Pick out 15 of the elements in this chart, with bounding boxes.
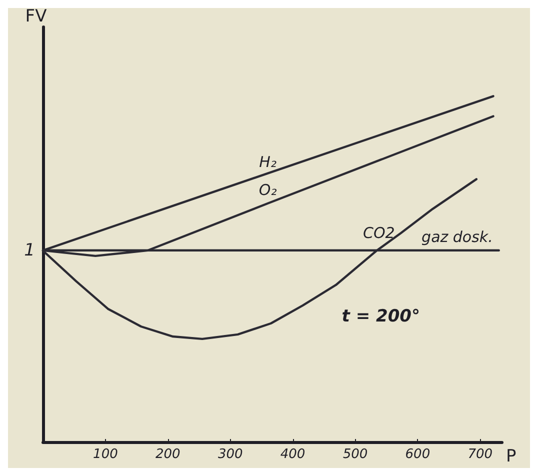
x-tick-label: 700 [468,447,493,462]
series-label: CO2 [363,224,395,242]
x-axis-title: P [506,446,516,466]
x-tick-label: 100 [93,447,118,462]
annotation: 1 [24,240,35,260]
x-tick-label: 600 [405,447,430,462]
annotation: t = 200° [342,306,420,326]
y-axis-title: FV [25,6,48,26]
series-label: O₂ [258,180,277,199]
x-tick-label: 200 [155,447,180,462]
series-label: gaz dosk. [422,228,493,246]
series-label: H₂ [259,152,276,171]
x-tick-label: 400 [280,447,306,462]
x-tick-label: 300 [218,447,243,462]
x-tick-label: 500 [342,447,368,462]
